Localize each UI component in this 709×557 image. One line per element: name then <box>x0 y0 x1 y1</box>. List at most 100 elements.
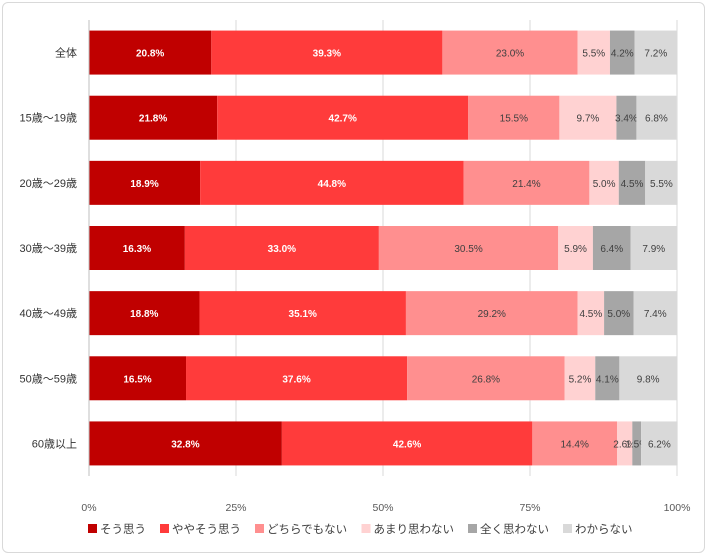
data-label: 37.6% <box>282 374 310 385</box>
bar-segment <box>463 160 590 205</box>
bar-segment <box>468 95 560 140</box>
bar-segment <box>616 95 637 140</box>
bar-segment <box>645 160 678 205</box>
data-label: 6.8% <box>645 114 668 125</box>
bar-segment <box>532 421 618 466</box>
x-tick-label: 25% <box>225 502 246 514</box>
bar-segment <box>604 291 634 336</box>
bar-segment <box>559 95 617 140</box>
data-label: 21.4% <box>512 179 540 190</box>
bar-segment <box>378 226 559 270</box>
data-label: 1.5% <box>625 439 648 450</box>
data-label: 30.5% <box>454 244 482 255</box>
bar-segment <box>407 356 565 401</box>
data-label: 26.8% <box>472 374 500 385</box>
data-label: 5.2% <box>569 374 592 385</box>
legend-swatch <box>468 524 477 533</box>
bar-segment <box>564 356 596 401</box>
data-label: 5.9% <box>564 244 587 255</box>
data-label: 23.0% <box>496 49 524 60</box>
bar-segment <box>617 421 633 466</box>
data-label: 18.9% <box>130 179 158 190</box>
bar-segment <box>633 291 677 336</box>
bar-segment <box>89 160 201 205</box>
data-label: 29.2% <box>478 309 506 320</box>
category-label: 40歳～49歳 <box>20 307 77 320</box>
bar-segment <box>89 30 212 75</box>
bar-segment <box>595 356 620 401</box>
bar-segment <box>89 95 218 140</box>
legend-label: 全く思わない <box>480 522 549 536</box>
bar-segment <box>405 291 578 336</box>
data-label: 33.0% <box>268 244 296 255</box>
legend-label: ややそう思う <box>172 523 241 536</box>
data-label: 2.6% <box>613 439 636 450</box>
bar-segment <box>558 226 593 270</box>
data-label: 9.8% <box>637 374 660 385</box>
bar-segment <box>211 30 443 75</box>
data-label: 39.3% <box>313 49 341 60</box>
bar-segment <box>589 160 619 205</box>
x-tick-label: 0% <box>81 502 96 514</box>
data-label: 18.8% <box>130 309 158 320</box>
bar-segment <box>609 30 635 75</box>
data-label: 4.1% <box>596 374 619 385</box>
data-label: 44.8% <box>318 179 346 190</box>
legend-swatch <box>361 524 371 533</box>
data-label: 35.1% <box>289 309 317 320</box>
bar-segment <box>200 160 464 205</box>
data-label: 7.4% <box>644 309 667 320</box>
data-label: 6.2% <box>648 439 671 450</box>
data-label: 9.7% <box>577 114 600 125</box>
bar-segment <box>636 95 677 140</box>
legend-label: あまり思わない <box>374 523 455 536</box>
data-label: 16.3% <box>123 244 151 255</box>
data-label: 7.2% <box>644 49 667 60</box>
legend-swatch <box>88 524 97 533</box>
bar-segment <box>184 226 379 270</box>
category-label: 50歳～59歳 <box>20 372 77 385</box>
data-label: 42.7% <box>329 114 357 125</box>
bar-segment <box>89 226 185 270</box>
data-label: 4.5% <box>621 179 644 190</box>
bar-segment <box>199 291 406 336</box>
data-label: 14.4% <box>561 439 589 450</box>
bar-segment <box>619 356 677 401</box>
legend-swatch <box>255 524 264 533</box>
bar-segment <box>630 226 677 270</box>
bar-segment <box>577 30 610 75</box>
data-label: 5.5% <box>582 49 605 60</box>
data-label: 5.5% <box>650 179 673 190</box>
legend-label: そう思う <box>100 523 146 536</box>
bar-segment <box>186 356 408 401</box>
bar-segment <box>632 421 642 466</box>
data-label: 4.2% <box>611 49 634 60</box>
data-label: 20.8% <box>136 49 164 60</box>
bar-segment <box>89 356 187 401</box>
category-label: 15歳～19歳 <box>20 112 77 125</box>
bar-segment <box>577 291 605 336</box>
category-label: 全体 <box>55 46 77 60</box>
bar-segment <box>217 95 469 140</box>
bar-segment <box>618 160 646 205</box>
data-label: 15.5% <box>500 114 528 125</box>
data-label: 7.9% <box>642 244 665 255</box>
legend-label: どちらでもない <box>267 523 347 536</box>
bar-segment <box>442 30 578 75</box>
data-label: 5.0% <box>593 179 616 190</box>
bar-segment <box>281 421 533 466</box>
data-label: 4.5% <box>579 309 602 320</box>
data-label: 21.8% <box>139 114 167 125</box>
data-label: 3.4% <box>615 114 638 125</box>
x-tick-label: 100% <box>664 502 691 514</box>
bar-segment <box>89 291 200 336</box>
legend-swatch <box>563 524 572 533</box>
bar-segment <box>641 421 678 466</box>
bar-segment <box>592 226 631 270</box>
legend-swatch <box>160 524 169 533</box>
category-label: 20歳～29歳 <box>20 177 77 190</box>
data-label: 32.8% <box>171 439 199 450</box>
legend-label: わからない <box>575 523 633 536</box>
x-tick-label: 75% <box>519 502 540 514</box>
